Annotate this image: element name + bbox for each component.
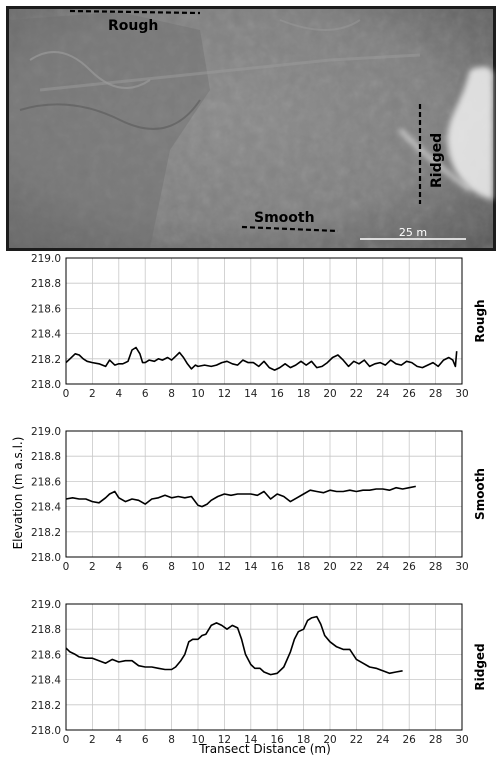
x-tick-label: 6 xyxy=(142,388,149,400)
x-tick-label: 0 xyxy=(63,734,70,746)
terrain-streak xyxy=(19,99,201,130)
y-tick-label: 218.2 xyxy=(31,700,61,712)
x-tick-label: 16 xyxy=(271,388,285,400)
x-tick-label: 8 xyxy=(168,561,175,573)
x-tick-label: 24 xyxy=(376,388,390,400)
x-tick-label: 2 xyxy=(89,561,96,573)
x-tick-label: 26 xyxy=(403,734,417,746)
smooth-profile-chart: 0 2 4 6 8 10 12 14 16 18 20 22 24 26 28 30218.0218.2218… xyxy=(31,426,487,573)
x-tick-label: 8 xyxy=(168,734,175,746)
x-tick-label: 28 xyxy=(429,561,442,573)
plot-area xyxy=(66,604,462,730)
smooth-label: Smooth xyxy=(254,210,315,226)
x-tick-label: 20 xyxy=(323,734,336,746)
y-tick-label: 218.4 xyxy=(31,675,61,687)
y-tick-label: 218.6 xyxy=(31,649,61,661)
x-tick-label: 2 xyxy=(89,388,96,400)
terrain-image: Rough Smooth Ridged 25 m xyxy=(6,6,496,251)
panel-label: Smooth xyxy=(473,468,487,520)
plot-frame xyxy=(65,257,463,385)
x-tick-label: 24 xyxy=(376,561,390,573)
x-tick-label: 4 xyxy=(115,734,122,746)
x-tick-label: 22 xyxy=(350,561,363,573)
x-tick-label: 14 xyxy=(244,734,258,746)
y-tick-label: 218.0 xyxy=(31,552,61,564)
x-tick-label: 8 xyxy=(168,388,175,400)
y-tick-label: 218.2 xyxy=(31,354,61,366)
rough-transect-line xyxy=(69,9,201,15)
terrain-streak xyxy=(39,53,421,92)
x-tick-label: 6 xyxy=(142,734,149,746)
x-tick-label: 0 xyxy=(63,388,70,400)
terrain-texture xyxy=(9,9,493,248)
y-tick-label: 218.2 xyxy=(31,527,61,539)
y-tick-label: 219.0 xyxy=(31,426,61,438)
plot-frame xyxy=(65,603,463,731)
x-tick-label: 10 xyxy=(191,388,204,400)
x-tick-label: 18 xyxy=(297,561,310,573)
y-tick-label: 219.0 xyxy=(31,253,61,265)
x-tick-label: 10 xyxy=(191,561,204,573)
elevation-profile-line xyxy=(65,346,458,371)
x-tick-label: 4 xyxy=(115,561,122,573)
x-tick-label: 18 xyxy=(297,734,310,746)
terrain-streak xyxy=(279,19,361,31)
y-tick-label: 218.6 xyxy=(31,303,61,315)
y-tick-label: 218.8 xyxy=(31,278,61,290)
x-tick-label: 12 xyxy=(218,734,231,746)
x-tick-label: 26 xyxy=(403,388,417,400)
ridged-profile-chart: 0 2 4 6 8 10 12 14 16 18 20 22 24 26 28 30218.0218.2218… xyxy=(31,599,487,746)
x-tick-label: 20 xyxy=(323,561,336,573)
x-tick-label: 16 xyxy=(271,734,285,746)
rough-label: Rough xyxy=(108,18,158,34)
x-tick-label: 0 xyxy=(63,561,70,573)
scale-bar-label: 25 m xyxy=(399,226,427,239)
ridged-bright-region xyxy=(447,66,494,201)
x-tick-label: 28 xyxy=(429,388,442,400)
ridged-label: Ridged xyxy=(429,133,445,188)
plot-frame xyxy=(65,430,463,558)
x-tick-label: 14 xyxy=(244,561,258,573)
x-tick-label: 12 xyxy=(218,561,231,573)
rough-profile-chart: 0 2 4 6 8 10 12 14 16 18 20 22 24 26 28 30218.0218.2218… xyxy=(31,253,487,400)
plot-area xyxy=(66,431,462,557)
x-tick-label: 4 xyxy=(115,388,122,400)
panel-label: Rough xyxy=(473,299,487,342)
y-tick-label: 218.8 xyxy=(31,624,61,636)
y-tick-label: 218.4 xyxy=(31,502,61,514)
terrain-streak xyxy=(29,51,151,89)
x-tick-label: 14 xyxy=(244,388,258,400)
y-tick-label: 218.6 xyxy=(31,476,61,488)
y-tick-label: 218.0 xyxy=(31,725,61,737)
y-tick-label: 218.0 xyxy=(31,379,61,391)
x-tick-label: 22 xyxy=(350,734,363,746)
y-tick-label: 219.0 xyxy=(31,599,61,611)
ridge-highlight xyxy=(398,128,472,192)
y-tick-label: 218.8 xyxy=(31,451,61,463)
rough-terrain-region xyxy=(9,12,210,248)
elevation-profile-line xyxy=(65,615,403,676)
smooth-transect-line xyxy=(241,225,339,233)
x-tick-label: 6 xyxy=(142,561,149,573)
x-tick-label: 24 xyxy=(376,734,390,746)
x-tick-label: 22 xyxy=(350,388,363,400)
x-tick-label: 18 xyxy=(297,388,310,400)
y-axis-title: Elevation (m a.s.l.) xyxy=(11,437,25,550)
x-tick-label: 2 xyxy=(89,734,96,746)
x-tick-label: 30 xyxy=(455,561,468,573)
x-tick-label: 10 xyxy=(191,734,204,746)
x-tick-label: 20 xyxy=(323,388,336,400)
x-tick-label: 16 xyxy=(271,561,285,573)
x-tick-label: 28 xyxy=(429,734,442,746)
x-tick-label: 12 xyxy=(218,388,231,400)
y-tick-label: 218.4 xyxy=(31,329,61,341)
panel-label: Ridged xyxy=(473,643,487,690)
x-tick-label: 30 xyxy=(455,734,468,746)
elevation-profile-line xyxy=(65,485,416,508)
x-tick-label: 26 xyxy=(403,561,417,573)
x-axis-title: Transect Distance (m) xyxy=(198,742,331,756)
x-tick-label: 30 xyxy=(455,388,468,400)
